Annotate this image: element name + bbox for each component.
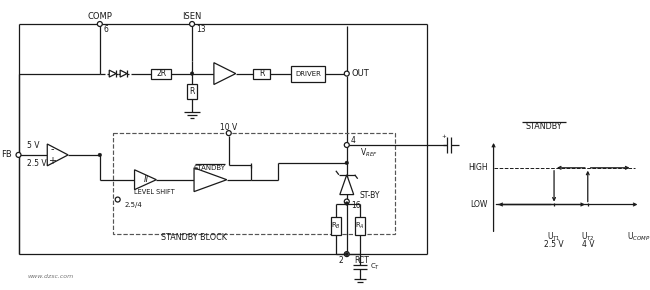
Text: R$_B$: R$_B$ (331, 221, 341, 231)
Text: ST-BY: ST-BY (359, 191, 380, 200)
Circle shape (345, 161, 348, 165)
Circle shape (226, 130, 231, 136)
Bar (112, 133, 395, 234)
Circle shape (344, 252, 349, 257)
Text: 2.5 V: 2.5 V (544, 240, 564, 249)
Text: LEVEL SHIFT: LEVEL SHIFT (134, 188, 175, 195)
Polygon shape (135, 170, 157, 190)
Text: 5 V: 5 V (27, 142, 40, 151)
Text: 2.5 V: 2.5 V (27, 159, 47, 168)
Text: LOW: LOW (470, 200, 488, 209)
Text: FB: FB (1, 151, 12, 160)
Text: 16: 16 (351, 201, 360, 210)
Text: HIGH: HIGH (468, 163, 488, 172)
Text: V$_{REF}$: V$_{REF}$ (359, 147, 377, 159)
Text: 10 V: 10 V (220, 123, 237, 132)
Circle shape (115, 197, 120, 202)
Text: -: - (51, 144, 54, 154)
Text: 2.5/4: 2.5/4 (125, 202, 142, 208)
Bar (355, 218, 365, 235)
Text: STANDBY: STANDBY (526, 122, 562, 131)
Text: +: + (441, 134, 447, 139)
Text: OUT: OUT (352, 69, 369, 78)
Polygon shape (47, 144, 68, 166)
Text: COMP: COMP (87, 12, 112, 21)
Text: 2R: 2R (156, 69, 166, 78)
Bar (291, 66, 325, 81)
Circle shape (98, 21, 102, 26)
Bar (253, 69, 270, 79)
Text: U$_{COMP}$: U$_{COMP}$ (627, 231, 650, 244)
Polygon shape (340, 175, 354, 195)
Circle shape (190, 21, 194, 26)
Polygon shape (109, 70, 116, 77)
Text: RCT: RCT (355, 255, 370, 264)
Text: R$_A$: R$_A$ (355, 221, 365, 231)
Text: ISEN: ISEN (183, 12, 202, 21)
Text: U$_{T2}$: U$_{T2}$ (581, 231, 595, 244)
Bar (331, 218, 341, 235)
Circle shape (345, 252, 348, 256)
Text: C$_T$: C$_T$ (370, 262, 380, 272)
Text: DRIVER: DRIVER (295, 70, 321, 77)
Circle shape (344, 199, 349, 204)
Text: +: + (48, 156, 57, 166)
Bar (187, 84, 197, 99)
Text: STANDBY BLOCK: STANDBY BLOCK (161, 233, 227, 242)
Text: 13: 13 (196, 26, 205, 35)
Polygon shape (120, 70, 127, 77)
Polygon shape (214, 63, 236, 84)
Text: STANDBY: STANDBY (194, 165, 226, 171)
Text: 4 V: 4 V (582, 240, 594, 249)
Text: R: R (259, 69, 264, 78)
Text: U$_{T1}$: U$_{T1}$ (547, 231, 561, 244)
Text: www.dzsc.com: www.dzsc.com (27, 274, 73, 279)
Polygon shape (194, 168, 227, 192)
Text: 2: 2 (338, 255, 343, 264)
Text: Ⅱ: Ⅱ (144, 175, 148, 184)
Text: 4: 4 (351, 135, 356, 144)
Bar (151, 69, 171, 79)
Circle shape (344, 71, 349, 76)
Circle shape (98, 153, 101, 157)
Circle shape (344, 142, 349, 148)
Circle shape (16, 153, 21, 157)
Text: 6: 6 (104, 26, 109, 35)
Text: R: R (189, 87, 195, 96)
Circle shape (345, 202, 348, 205)
Circle shape (190, 72, 194, 75)
